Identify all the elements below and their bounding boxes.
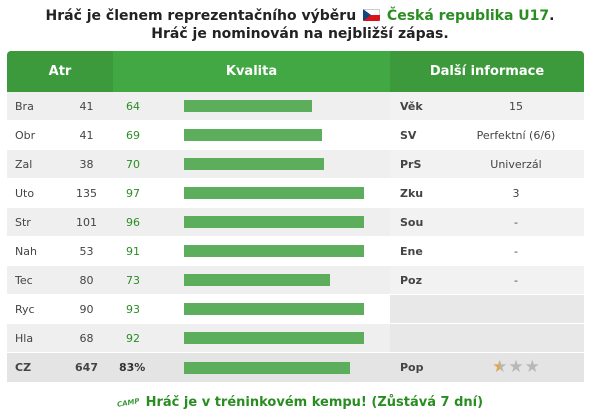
camp-icon: CAMP xyxy=(116,396,141,409)
total-value: 647 xyxy=(75,361,98,374)
info-value xyxy=(448,295,584,323)
table-row: Obr 41 69 SV Perfektní (6/6) xyxy=(7,121,584,150)
training-camp-text: Hráč je v tréninkovém kempu! (Zůstává 7 … xyxy=(145,395,484,410)
attribute-quality-pct: 64 xyxy=(126,99,140,113)
header-kvalita[interactable]: Kvalita xyxy=(113,51,390,92)
info-value: - xyxy=(448,208,584,236)
attribute-name: Nah xyxy=(15,244,37,258)
info-label xyxy=(390,295,448,323)
quality-bar-cell xyxy=(155,92,364,120)
attribute-quality-pct: 73 xyxy=(126,273,140,287)
quality-bar-cell xyxy=(155,266,364,294)
quality-bar xyxy=(184,129,322,141)
attribute-quality-pct: 97 xyxy=(126,186,140,200)
info-label: SV xyxy=(390,121,448,149)
quality-bar xyxy=(184,100,312,112)
attribute-name: Str xyxy=(15,215,31,229)
attribute-value: 101 xyxy=(76,215,97,229)
quality-bar-cell xyxy=(155,150,364,178)
info-label: Sou xyxy=(390,208,448,236)
attribute-name: Hla xyxy=(15,331,34,345)
quality-bar-cell xyxy=(155,208,364,236)
table-row: Uto 135 97 Zku 3 xyxy=(7,179,584,208)
attribute-name: Bra xyxy=(15,99,34,113)
total-name: CZ xyxy=(15,361,32,374)
info-value: - xyxy=(448,266,584,294)
table-row: Nah 53 91 Ene - xyxy=(7,237,584,266)
table-body: Bra 41 64 Věk 15 Obr 41 69 SV Perfektní (6/6) Zal 3… xyxy=(7,92,584,353)
notice-suffix: . xyxy=(549,8,555,24)
training-camp-notice: CAMP Hráč je v tréninkovém kempu! (Zůstá… xyxy=(0,388,600,417)
attribute-value: 41 xyxy=(79,99,94,113)
quality-bar-cell xyxy=(155,237,364,265)
quality-bar-cell xyxy=(155,324,364,352)
quality-bar-cell xyxy=(155,295,364,323)
table-row: Bra 41 64 Věk 15 xyxy=(7,92,584,121)
table-header: Atr Kvalita Další informace xyxy=(7,51,584,92)
info-label: PrS xyxy=(390,150,448,178)
attribute-quality-pct: 92 xyxy=(126,331,140,345)
attribute-quality-pct: 70 xyxy=(126,157,140,171)
attributes-table: Atr Kvalita Další informace Bra 41 64 Věk 15… xyxy=(7,51,584,383)
quality-bar xyxy=(184,187,364,199)
attribute-value: 53 xyxy=(79,244,94,258)
popularity-stars: ★ ★ ★ xyxy=(448,353,584,382)
table-row: Zal 38 70 PrS Univerzál xyxy=(7,150,584,179)
info-value: Perfektní (6/6) xyxy=(448,121,584,149)
notice-line-2: Hráč je nominován na nejbližší zápas. xyxy=(151,26,449,42)
attribute-value: 68 xyxy=(79,331,94,345)
star-half-icon: ★ xyxy=(492,357,508,377)
total-bar-cell xyxy=(155,353,364,382)
attribute-name: Obr xyxy=(15,128,36,142)
attribute-value: 41 xyxy=(79,128,94,142)
quality-bar-cell xyxy=(155,121,364,149)
attribute-value: 90 xyxy=(79,302,94,316)
info-value xyxy=(448,324,584,352)
info-value: - xyxy=(448,237,584,265)
czech-flag-icon xyxy=(363,9,381,21)
quality-bar xyxy=(184,332,364,344)
table-row: Hla 68 92 xyxy=(7,324,584,353)
attribute-value: 135 xyxy=(76,186,97,200)
quality-bar xyxy=(184,245,364,257)
attribute-value: 80 xyxy=(79,273,94,287)
table-row: Str 101 96 Sou - xyxy=(7,208,584,237)
star-empty-icon: ★ xyxy=(508,357,524,377)
header-atr[interactable]: Atr xyxy=(7,51,113,92)
table-row: Tec 80 73 Poz - xyxy=(7,266,584,295)
attribute-quality-pct: 69 xyxy=(126,128,140,142)
quality-bar xyxy=(184,216,364,228)
info-label: Věk xyxy=(390,92,448,120)
table-row: Ryc 90 93 xyxy=(7,295,584,324)
attribute-name: Uto xyxy=(15,186,35,200)
info-label: Zku xyxy=(390,179,448,207)
total-pct: 83% xyxy=(119,361,146,374)
attribute-quality-pct: 96 xyxy=(126,215,140,229)
national-team-notice: Hráč je členem reprezentačního výběru Če… xyxy=(0,0,600,48)
total-row: CZ 647 83% Pop ★ ★ ★ xyxy=(7,353,584,383)
attribute-name: Tec xyxy=(15,273,33,287)
attribute-quality-pct: 93 xyxy=(126,302,140,316)
notice-line-1: Hráč je členem reprezentačního výběru Če… xyxy=(0,7,600,25)
attribute-name: Zal xyxy=(15,157,33,171)
info-label xyxy=(390,324,448,352)
team-link[interactable]: Česká republika U17 xyxy=(386,8,550,24)
info-label: Ene xyxy=(390,237,448,265)
attribute-name: Ryc xyxy=(15,302,35,316)
total-quality-bar xyxy=(184,361,350,374)
attribute-value: 38 xyxy=(79,157,94,171)
notice-prefix: Hráč je členem reprezentačního výběru xyxy=(45,8,357,24)
info-value: 3 xyxy=(448,179,584,207)
total-label: Pop xyxy=(390,353,448,382)
info-value: 15 xyxy=(448,92,584,120)
quality-bar xyxy=(184,303,364,315)
attribute-quality-pct: 91 xyxy=(126,244,140,258)
star-empty-icon: ★ xyxy=(524,357,540,377)
quality-bar xyxy=(184,274,330,286)
info-value: Univerzál xyxy=(448,150,584,178)
quality-bar xyxy=(184,158,324,170)
info-label: Poz xyxy=(390,266,448,294)
header-info: Další informace xyxy=(390,51,584,92)
quality-bar-cell xyxy=(155,179,364,207)
